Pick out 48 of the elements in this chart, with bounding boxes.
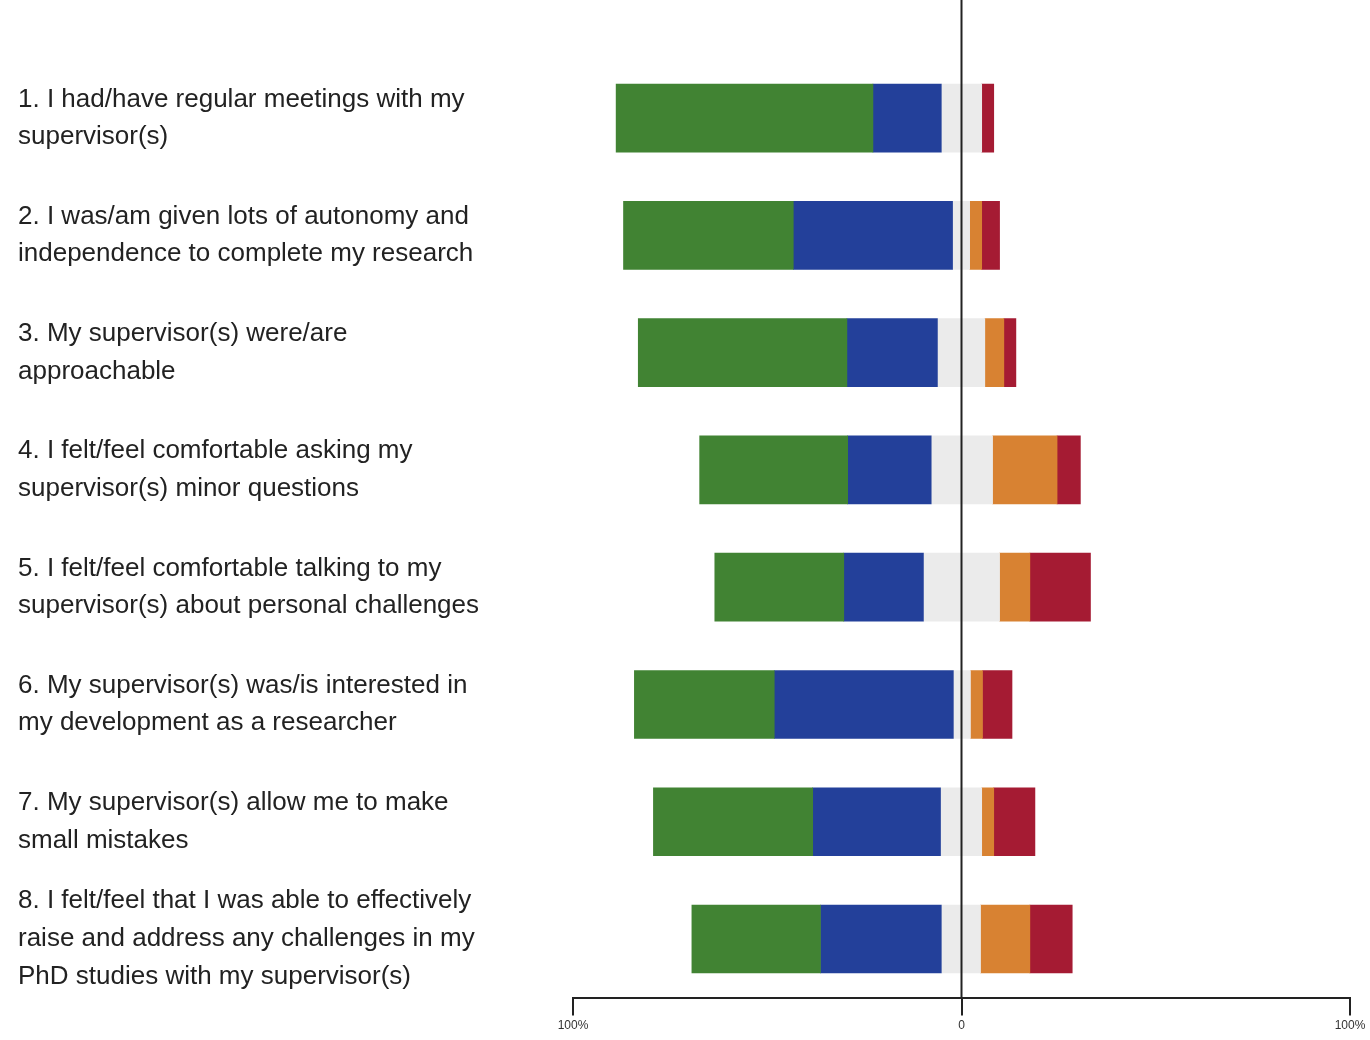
bar <box>982 670 1013 739</box>
bar <box>812 787 941 857</box>
bar <box>847 435 932 505</box>
bar <box>1029 552 1091 622</box>
y-tick-label: 2. I was/am given lots of autonomy and independence to complete my research <box>18 199 474 268</box>
bar <box>923 552 1000 622</box>
y-tick-label: 1. I had/have regular meetings with my supervisor(s) <box>18 82 465 151</box>
y-tick-label: 3. My supervisor(s) were/are approachable <box>18 317 348 385</box>
bar <box>981 83 995 153</box>
bar <box>980 904 1031 974</box>
bar <box>940 904 981 974</box>
bar <box>992 435 1058 505</box>
bar <box>937 318 986 388</box>
bar <box>637 318 848 388</box>
bar <box>969 201 983 270</box>
bar <box>843 552 924 622</box>
bar <box>714 552 845 622</box>
bar <box>773 670 954 739</box>
bar <box>940 787 983 857</box>
bar <box>984 318 1005 388</box>
y-tick-label: 7. My supervisor(s) allow me to make small mistakes <box>18 786 449 854</box>
bar <box>993 787 1036 857</box>
bar <box>653 787 814 857</box>
bar <box>999 552 1031 622</box>
bar <box>872 83 942 153</box>
x-tick-label: 100% <box>1334 1018 1366 1033</box>
y-tick-label: 6. My supervisor(s) was/is interested in my development as a researcher <box>18 668 468 737</box>
bar <box>846 318 938 388</box>
x-tick-label: 100% <box>557 1018 589 1033</box>
bar <box>699 435 848 505</box>
bar <box>1056 435 1081 505</box>
bar <box>940 83 983 153</box>
bar <box>981 787 995 857</box>
bar <box>1003 318 1017 388</box>
bar <box>615 83 874 153</box>
bar <box>634 670 775 739</box>
bar <box>820 904 942 974</box>
x-tick-label: 0 <box>958 1018 966 1033</box>
bar <box>623 201 794 270</box>
bar <box>1029 904 1073 974</box>
bar <box>691 904 821 974</box>
bar <box>981 201 1000 270</box>
y-tick-label: 4. I felt/feel comfortable asking my supervisor(s) minor questions <box>18 434 413 502</box>
bar <box>792 201 953 270</box>
bar <box>970 670 983 739</box>
y-tick-label: 8. I felt/feel that I was able to effectively raise and address any challenges in my PhD studies with my supervisor(s) <box>18 884 475 990</box>
bar <box>930 435 993 505</box>
y-tick-label: 5. I felt/feel comfortable talking to my supervisor(s) about personal challenges <box>18 551 480 620</box>
